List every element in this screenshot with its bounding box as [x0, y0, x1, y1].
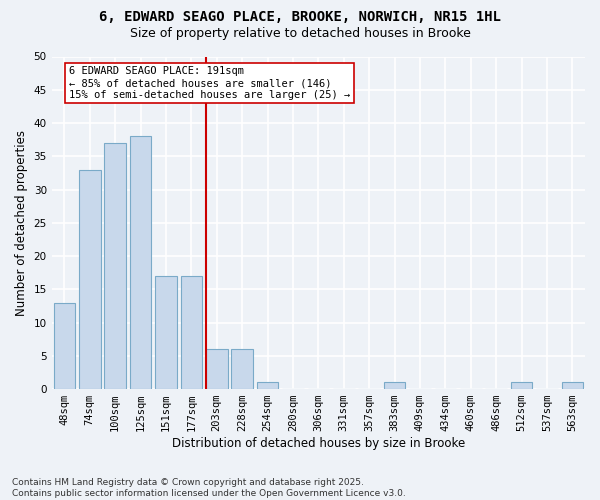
- Bar: [206, 349, 227, 389]
- Bar: [155, 276, 177, 389]
- Text: 6, EDWARD SEAGO PLACE, BROOKE, NORWICH, NR15 1HL: 6, EDWARD SEAGO PLACE, BROOKE, NORWICH, …: [99, 10, 501, 24]
- Y-axis label: Number of detached properties: Number of detached properties: [15, 130, 28, 316]
- Bar: [257, 382, 278, 389]
- Bar: [130, 136, 151, 389]
- Text: Contains HM Land Registry data © Crown copyright and database right 2025.
Contai: Contains HM Land Registry data © Crown c…: [12, 478, 406, 498]
- Bar: [104, 143, 126, 389]
- X-axis label: Distribution of detached houses by size in Brooke: Distribution of detached houses by size …: [172, 437, 465, 450]
- Bar: [232, 349, 253, 389]
- Bar: [511, 382, 532, 389]
- Bar: [53, 302, 75, 389]
- Bar: [181, 276, 202, 389]
- Text: Size of property relative to detached houses in Brooke: Size of property relative to detached ho…: [130, 28, 470, 40]
- Bar: [562, 382, 583, 389]
- Text: 6 EDWARD SEAGO PLACE: 191sqm
← 85% of detached houses are smaller (146)
15% of s: 6 EDWARD SEAGO PLACE: 191sqm ← 85% of de…: [69, 66, 350, 100]
- Bar: [79, 170, 101, 389]
- Bar: [384, 382, 406, 389]
